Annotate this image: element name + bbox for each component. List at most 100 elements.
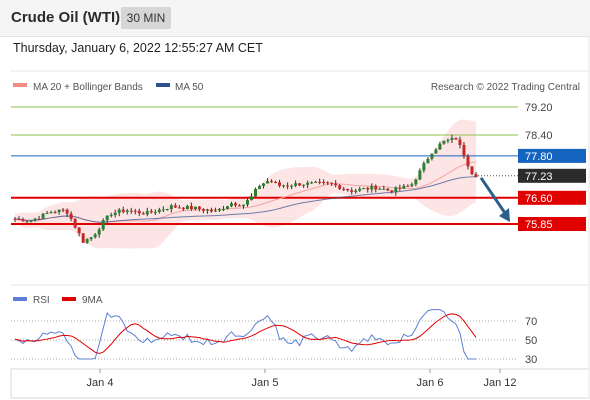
candle-body [161, 209, 165, 211]
rsi-tick-label: 30 [525, 354, 537, 366]
candle-body [69, 213, 73, 219]
candle-body [350, 190, 354, 192]
candle-body [318, 181, 322, 183]
candle-body [250, 196, 254, 201]
ma50-line [15, 176, 477, 223]
candle-body [21, 219, 25, 222]
candle-body [466, 156, 470, 167]
candle-body [334, 183, 338, 186]
price-tag-current [518, 168, 586, 183]
candle-body [157, 209, 161, 213]
candle-body [145, 211, 149, 215]
candle-body [217, 209, 221, 211]
candle-body [314, 181, 318, 183]
candle-body [153, 212, 157, 214]
candle-body [141, 213, 145, 215]
candle-body [149, 211, 153, 213]
candle-body [193, 206, 197, 210]
candle-body [65, 209, 69, 214]
candle-body [302, 184, 306, 186]
candle-body [241, 204, 245, 207]
candle-body [338, 185, 342, 189]
candle-body [402, 185, 406, 189]
candle-body [85, 239, 89, 243]
candle-body [286, 185, 290, 187]
x-tick-label: Jan 6 [417, 377, 444, 389]
candle-body [274, 181, 278, 183]
rsi-legend-label: RSI [33, 295, 50, 306]
candle-body [57, 209, 61, 213]
candle-body [89, 237, 93, 240]
timestamp: Thursday, January 6, 2022 12:55:27 AM CE… [13, 41, 263, 55]
candle-body [45, 213, 49, 215]
candle-body [398, 187, 402, 189]
candle-body [133, 210, 137, 212]
candle-body [430, 153, 434, 159]
candle-body [237, 205, 241, 207]
candle-body [346, 189, 350, 191]
candle-body [358, 188, 362, 191]
candle-body [322, 182, 326, 184]
candle-body [201, 209, 205, 211]
candle-body [117, 209, 121, 213]
ma50-legend-label: MA 50 [175, 82, 204, 93]
rsi-ma-line [14, 313, 477, 355]
credit-label: Research © 2022 Trading Central [431, 82, 580, 93]
rsi-tick-label: 50 [525, 335, 537, 347]
candle-body [77, 227, 81, 234]
candle-body [125, 210, 129, 212]
candle-body [254, 188, 258, 197]
price-tag-label: 77.23 [525, 171, 553, 183]
candle-body [165, 209, 169, 211]
candle-body [177, 207, 181, 209]
candle-body [189, 205, 193, 210]
candle-body [270, 181, 274, 183]
price-tags: 79.20 78.40 77.80 77.23 76.60 75.85 [518, 102, 586, 231]
instrument-title: Crude Oil (WTI) [11, 9, 121, 26]
x-tick-label: Jan 12 [483, 377, 516, 389]
candle-body [258, 186, 262, 189]
candle-body [342, 188, 346, 190]
candle-body [17, 219, 21, 221]
price-tag-label: 77.80 [525, 151, 553, 163]
candle-body [37, 218, 41, 220]
price-tag-label: 76.60 [525, 193, 553, 205]
candle-body [374, 186, 378, 190]
candle-body [221, 208, 225, 210]
candle-body [438, 143, 442, 150]
candle-body [330, 182, 334, 184]
candle-body [298, 183, 302, 186]
candle-body [246, 200, 250, 205]
candle-body [97, 229, 101, 235]
timeframe-badge[interactable]: 30 MIN [121, 7, 171, 29]
ma20-legend-label: MA 20 + Bollinger Bands [33, 82, 143, 93]
candle-body [93, 234, 97, 238]
candle-body [422, 163, 426, 171]
candle-body [394, 187, 398, 193]
candle-body [354, 190, 358, 192]
candle-body [294, 183, 298, 186]
candle-body [290, 185, 294, 187]
candle-body [446, 139, 450, 141]
candle-body [213, 210, 217, 212]
time-axis: Jan 4 Jan 5 Jan 6 Jan 12 [87, 369, 517, 389]
candle-body [209, 209, 213, 212]
chart-header: Crude Oil (WTI) 30 MIN [0, 0, 590, 37]
candle-body [382, 188, 386, 190]
candle-body [426, 158, 430, 164]
candle-body [278, 182, 282, 186]
candle-body [326, 182, 330, 184]
level-label-target: 78.40 [525, 130, 553, 142]
price-levels [11, 106, 518, 225]
rsi-ma-legend-swatch [62, 297, 76, 301]
candle-body [229, 203, 233, 207]
rsi-line [14, 309, 476, 360]
candle-body [378, 188, 382, 190]
level-label-target: 79.20 [525, 102, 553, 114]
candle-body [173, 205, 177, 208]
candle-body [458, 139, 462, 145]
candle-body [450, 137, 454, 140]
price-tag-support [518, 190, 586, 205]
candle-body [109, 215, 113, 217]
